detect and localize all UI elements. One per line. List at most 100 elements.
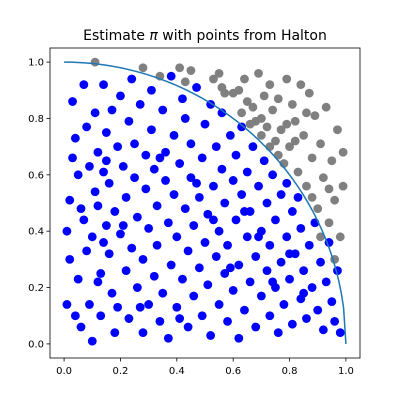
point-inside-circle [234,333,244,343]
point-inside-circle [163,333,173,343]
point-outside-circle [316,139,325,149]
point-inside-circle [254,181,263,191]
point-inside-circle [211,252,221,261]
point-inside-circle [194,192,204,202]
point-inside-circle [130,139,139,149]
point-outside-circle [290,136,300,146]
point-inside-circle [135,302,145,312]
point-inside-circle [223,316,232,326]
y-tick-label: 0.0 [28,339,44,350]
point-inside-circle [287,207,297,216]
point-inside-circle [197,311,207,321]
point-outside-circle [265,80,275,90]
point-inside-circle [203,209,213,219]
point-inside-circle [93,201,103,211]
chart-title: Estimate π with points from Halton [83,28,327,44]
plot-area [62,57,348,346]
point-inside-circle [147,125,156,135]
point-inside-circle [228,176,238,185]
point-inside-circle [127,74,137,84]
point-inside-circle [101,221,111,230]
point-inside-circle [265,311,275,321]
point-inside-circle [158,288,168,298]
y-tick-label: 0.8 [28,114,44,125]
point-outside-circle [296,80,306,90]
point-inside-circle [251,252,261,261]
point-inside-circle [282,178,292,188]
point-inside-circle [141,184,151,194]
point-inside-circle [138,254,148,264]
point-inside-circle [299,288,309,298]
point-inside-circle [70,133,80,143]
point-inside-circle [96,311,106,321]
point-inside-circle [240,305,249,315]
point-inside-circle [214,226,224,236]
x-axis-ticks: 0.0 0.2 0.4 0.6 0.8 1.0 [56,358,354,377]
point-inside-circle [121,266,131,276]
point-inside-circle [307,283,317,292]
point-inside-circle [209,181,218,191]
point-inside-circle [161,147,170,157]
point-inside-circle [217,164,227,174]
point-inside-circle [231,215,241,225]
point-outside-circle [335,232,345,242]
point-inside-circle [85,300,94,309]
point-outside-circle [268,105,278,115]
point-inside-circle [147,85,156,95]
point-outside-circle [259,91,269,101]
x-tick-label: 0.4 [169,366,185,377]
point-outside-circle [333,125,342,135]
point-inside-circle [107,105,117,115]
point-inside-circle [62,226,72,236]
point-outside-circle [276,125,286,135]
point-inside-circle [242,232,252,242]
point-inside-circle [268,170,278,180]
point-inside-circle [113,142,123,152]
point-outside-circle [304,88,314,98]
point-inside-circle [245,277,255,287]
point-inside-circle [172,302,182,312]
point-inside-circle [240,207,249,216]
point-inside-circle [299,266,309,276]
point-inside-circle [189,221,199,230]
x-tick-label: 1.0 [338,366,354,377]
point-inside-circle [144,300,154,309]
point-inside-circle [271,215,280,225]
point-inside-circle [62,300,72,309]
point-inside-circle [144,223,154,233]
point-inside-circle [118,221,128,230]
point-inside-circle [256,291,266,301]
point-inside-circle [242,167,252,177]
point-inside-circle [138,328,148,338]
point-outside-circle [234,85,244,95]
y-tick-label: 0.2 [28,283,44,294]
point-inside-circle [155,153,165,163]
point-inside-circle [217,108,227,118]
point-inside-circle [285,274,294,284]
point-outside-circle [262,122,272,132]
point-inside-circle [132,283,142,292]
point-inside-circle [93,147,103,157]
point-outside-circle [138,63,148,73]
point-inside-circle [127,243,137,253]
x-tick-label: 0.2 [113,366,129,377]
point-inside-circle [99,80,108,90]
point-inside-circle [262,266,272,276]
axes [49,47,361,359]
point-inside-circle [254,232,263,242]
point-outside-circle [287,99,297,109]
point-inside-circle [318,325,328,335]
point-inside-circle [158,105,168,115]
point-outside-circle [175,63,185,73]
point-inside-circle [79,80,89,90]
point-inside-circle [82,122,92,132]
point-outside-circle [240,74,249,84]
point-inside-circle [99,238,108,247]
point-inside-circle [87,336,97,346]
point-outside-circle [256,130,266,140]
point-inside-circle [200,238,210,247]
point-outside-circle [307,192,317,202]
point-outside-circle [327,156,337,166]
point-inside-circle [197,153,207,163]
